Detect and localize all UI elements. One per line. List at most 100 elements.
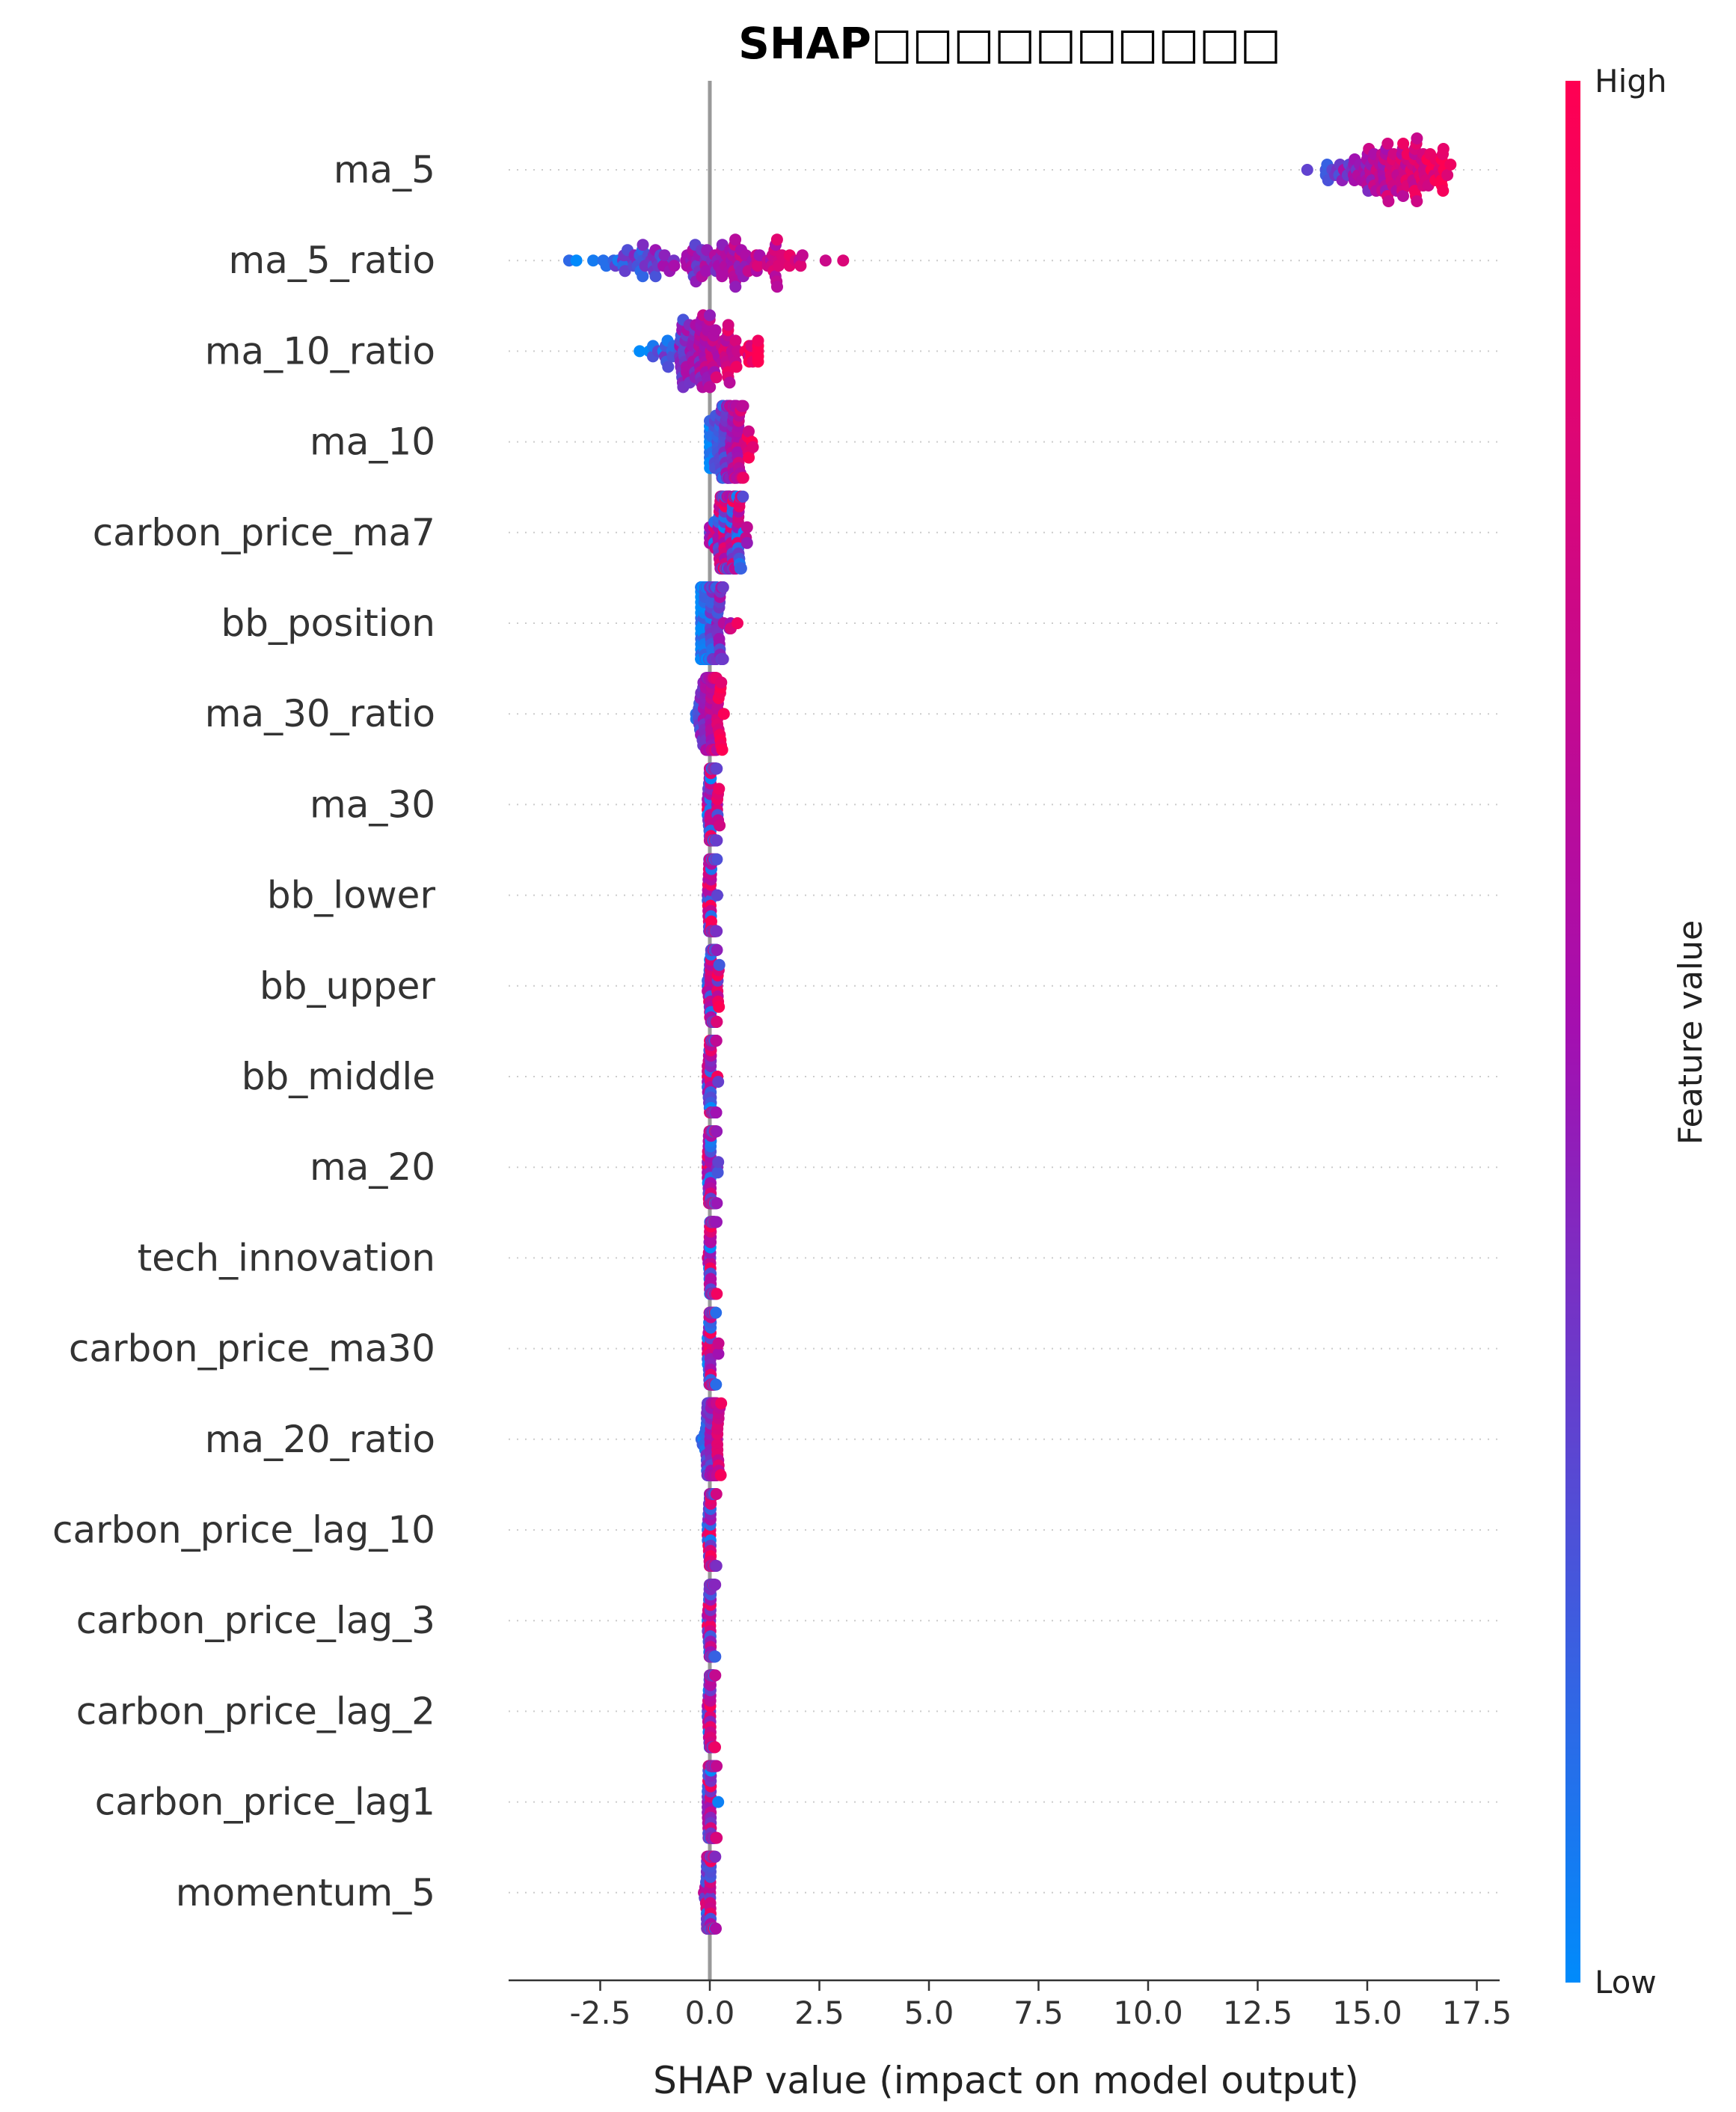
shap-point (711, 889, 723, 902)
x-tick-label: 12.5 (1223, 1995, 1293, 2031)
shap-point (714, 1469, 727, 1481)
shap-point (711, 1288, 723, 1300)
shap-point (711, 834, 723, 847)
shap-point (712, 1337, 725, 1350)
shap-point (587, 254, 600, 267)
x-tick-label: -2.5 (570, 1995, 631, 2031)
feature-label: ma_30_ratio (205, 692, 435, 735)
shap-point (658, 249, 671, 262)
shap-point (704, 309, 716, 322)
shap-point (737, 490, 749, 503)
shap-point (1397, 190, 1409, 202)
shap-point (837, 254, 850, 267)
shap-point (716, 744, 729, 756)
shap-point (717, 581, 729, 593)
shap-point (712, 1347, 725, 1360)
shap-point (717, 653, 729, 665)
shap-point (737, 471, 749, 484)
shap-point (752, 334, 764, 347)
shap-point (709, 324, 722, 337)
shap-point (1397, 138, 1410, 150)
colorbar-low-label: Low (1595, 1964, 1657, 2001)
feature-label: carbon_price_ma7 (93, 511, 435, 554)
shap-point (740, 536, 753, 549)
x-tick-label: 7.5 (1013, 1995, 1064, 2031)
shap-point (746, 441, 759, 453)
shap-point (1441, 169, 1454, 181)
shap-point (1437, 185, 1450, 197)
x-tick-label: 17.5 (1442, 1995, 1512, 2031)
shap-point (712, 1796, 725, 1808)
shap-point (710, 1306, 723, 1319)
shap-point (796, 249, 809, 262)
shap-point (710, 371, 723, 384)
shap-point (709, 1650, 722, 1663)
shap-point (722, 319, 734, 331)
shap-point (649, 270, 662, 283)
shap-point (734, 562, 747, 575)
feature-label: tech_innovation (138, 1236, 435, 1279)
shap-point (711, 1166, 724, 1179)
shap-point (723, 376, 736, 389)
shap-point (770, 233, 783, 246)
shap-point (715, 676, 728, 689)
shap-point (711, 1216, 723, 1228)
feature-label: momentum_5 (176, 1871, 435, 1914)
shap-point (729, 334, 742, 347)
shap-point (710, 1560, 723, 1572)
shap-point (668, 260, 681, 272)
shap-point (712, 1156, 725, 1169)
shap-point (1411, 195, 1423, 207)
shap-point (637, 239, 649, 251)
shap-point (711, 1760, 723, 1772)
shap-point (713, 958, 726, 971)
feature-label: ma_10 (310, 420, 435, 464)
shap-point (570, 254, 583, 267)
x-tick-label: 10.0 (1113, 1995, 1183, 2031)
x-tick-label: 0.0 (685, 1995, 735, 2031)
shap-point (711, 925, 723, 937)
colorbar-gradient (1565, 81, 1580, 1983)
feature-label: carbon_price_lag_3 (76, 1599, 435, 1642)
feature-labels: ma_5 ma_5_ratio ma_10_ratio ma_10 carbon_pri… (52, 148, 435, 1914)
x-tick-label: 5.0 (904, 1995, 954, 2031)
feature-label: ma_20_ratio (205, 1418, 435, 1461)
shap-point (710, 1922, 722, 1935)
x-axis-label: SHAP value (impact on model output) (653, 2059, 1359, 2102)
shap-point (710, 1378, 723, 1391)
beeswarm-points (562, 132, 1457, 1935)
shap-point (1411, 132, 1423, 144)
feature-label: ma_20 (310, 1145, 435, 1189)
shap-point (711, 1831, 723, 1844)
shap-point (1381, 138, 1394, 150)
chart-title: SHAP□□□□□□□□□□ (738, 18, 1281, 69)
colorbar-high-label: High (1595, 63, 1667, 100)
shap-point (711, 762, 723, 775)
shap-point (1437, 143, 1450, 155)
shap-point (662, 361, 675, 373)
colorbar-title: Feature value (1672, 920, 1710, 1145)
x-tick-label: 2.5 (794, 1995, 844, 2031)
shap-point (713, 1000, 726, 1013)
feature-label: ma_5 (334, 148, 435, 192)
shap-point (713, 783, 726, 795)
shap-point (743, 451, 755, 464)
feature-label: ma_30 (310, 783, 435, 826)
feature-label: carbon_price_lag1 (95, 1781, 435, 1824)
shap-point (737, 400, 749, 412)
shap-point (709, 1579, 722, 1591)
colorbar: High Low Feature value (1565, 63, 1710, 2001)
shap-point (714, 819, 726, 832)
feature-label: carbon_price_lag_2 (76, 1689, 435, 1733)
shap-point (794, 260, 807, 272)
shap-point (711, 943, 723, 956)
shap-point (729, 281, 742, 293)
shap-point (771, 281, 783, 293)
feature-label: ma_5_ratio (229, 239, 435, 282)
row-guide-lines (509, 169, 1500, 1894)
shap-point (731, 617, 743, 629)
feature-label: bb_lower (267, 874, 436, 917)
shap-point (730, 361, 743, 373)
shap-point (752, 260, 764, 272)
